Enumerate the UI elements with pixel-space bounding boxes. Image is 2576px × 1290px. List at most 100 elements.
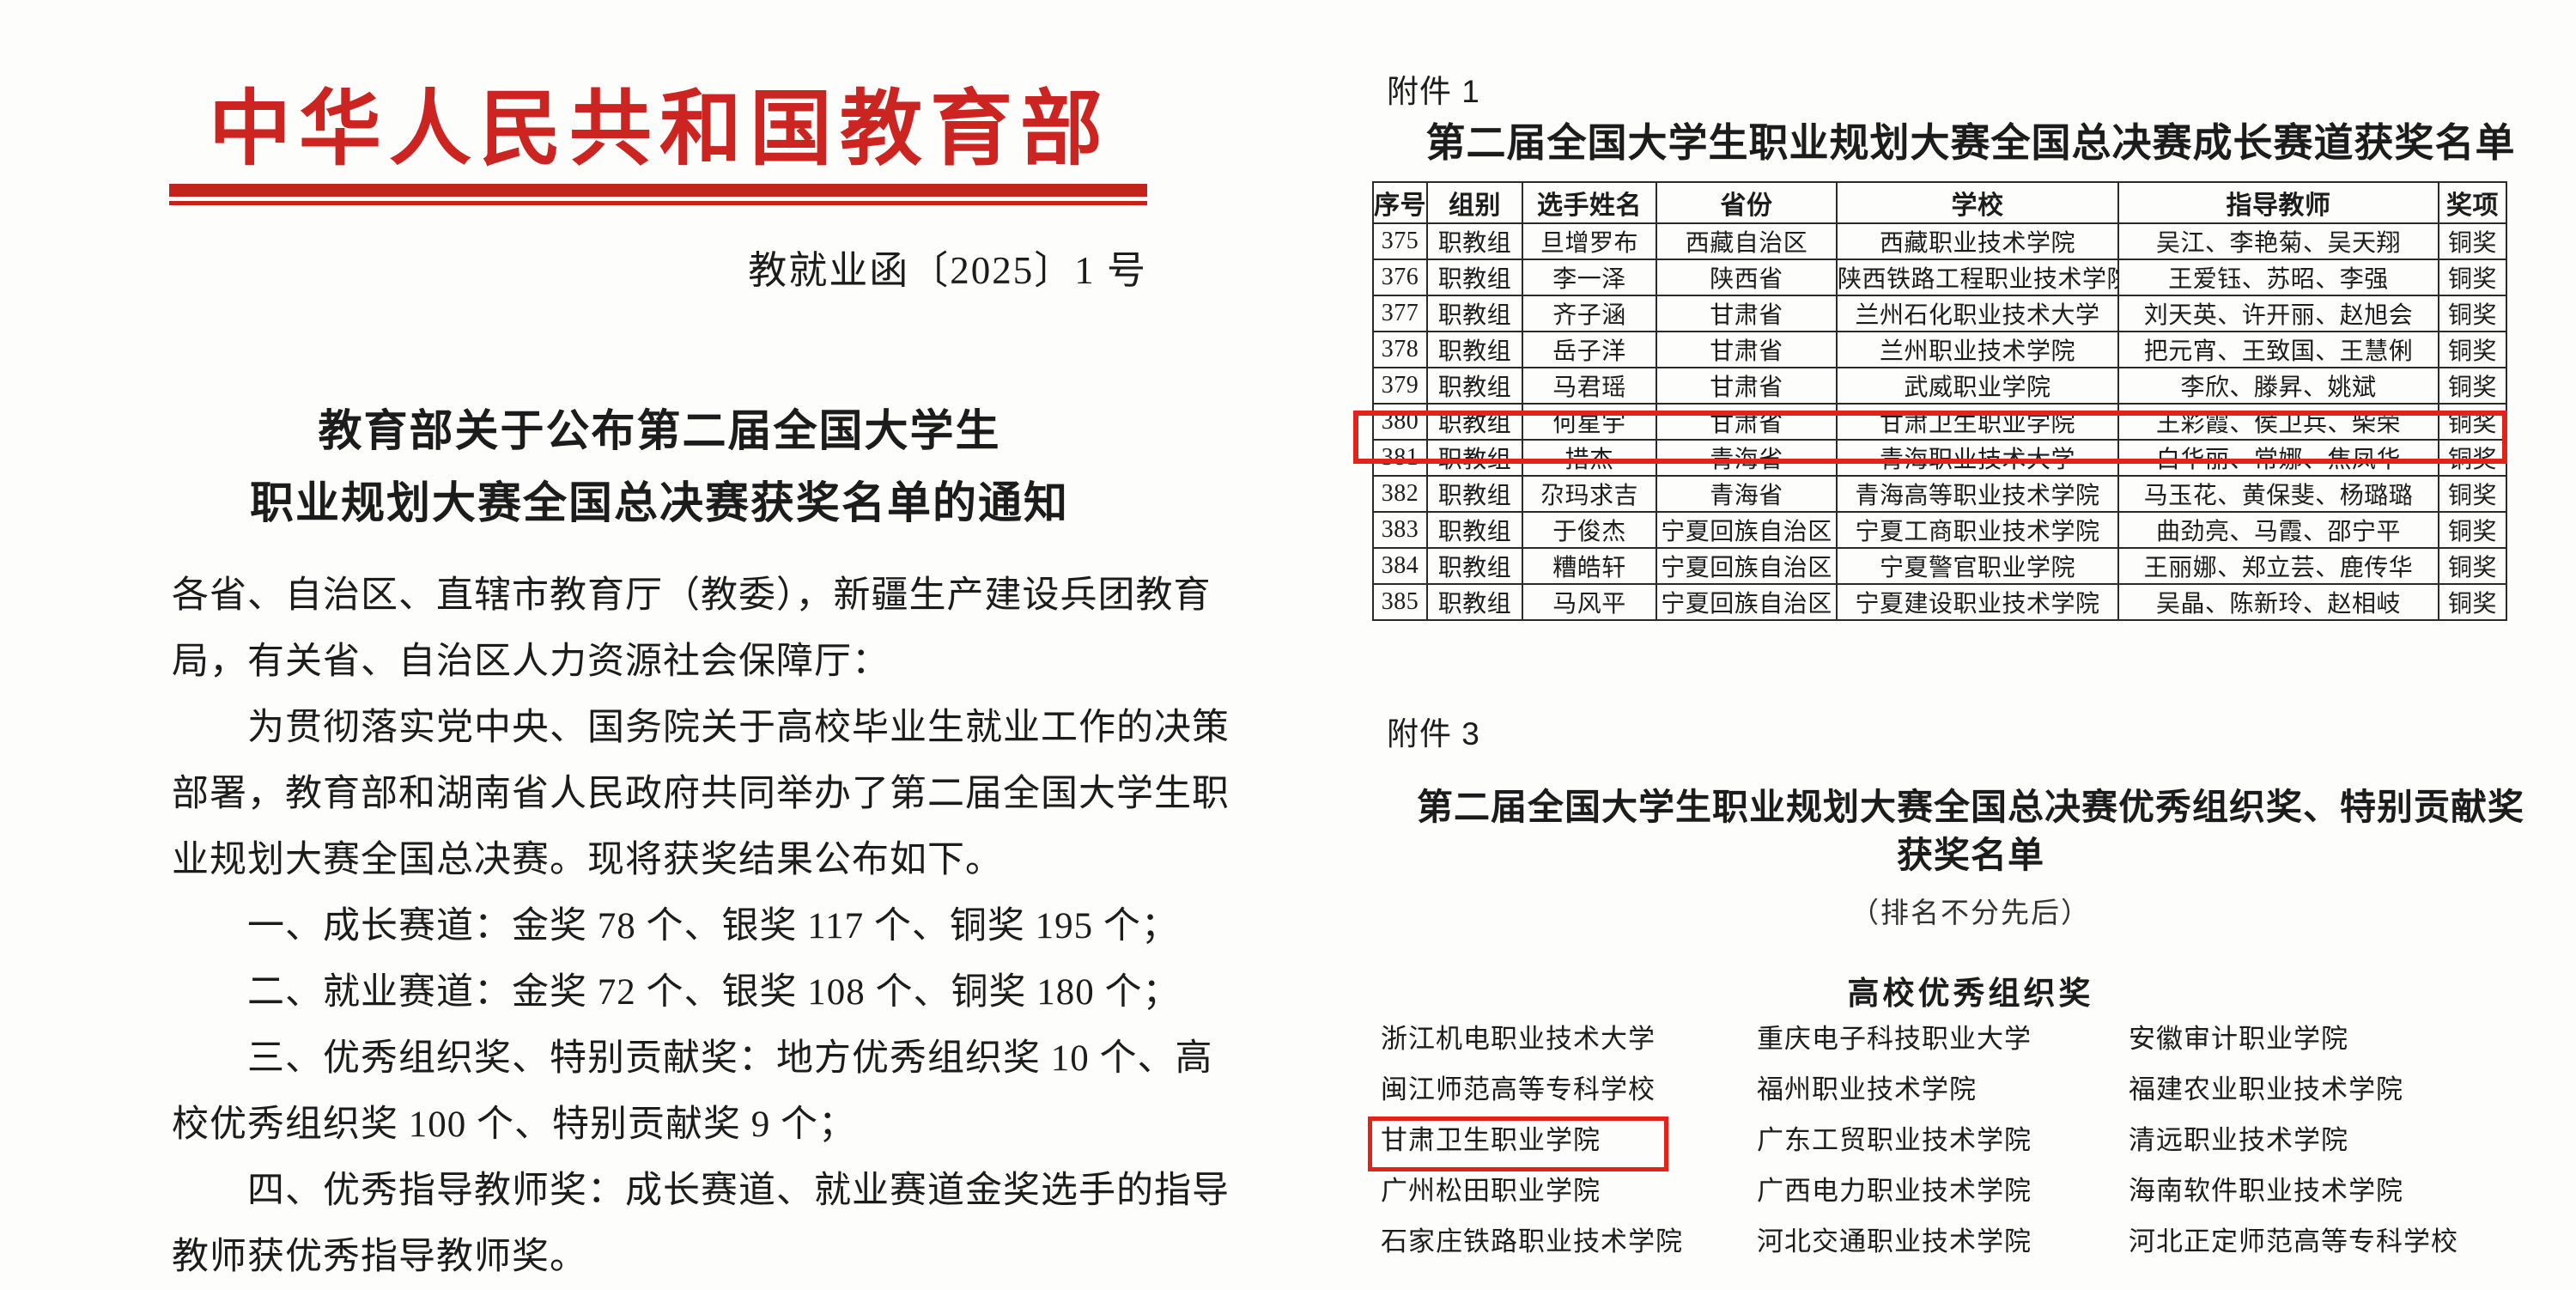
table-cell: 齐子涵 bbox=[1522, 295, 1657, 332]
table-cell: 职教组 bbox=[1426, 331, 1523, 368]
table-cell: 379 bbox=[1372, 367, 1428, 405]
column-header: 省份 bbox=[1656, 181, 1838, 224]
table-cell: 职教组 bbox=[1426, 475, 1523, 513]
table-cell: 吴晶、陈新玲、赵相岐 bbox=[2117, 583, 2439, 621]
table-cell: 甘肃省 bbox=[1656, 331, 1838, 368]
table-cell: 职教组 bbox=[1426, 583, 1523, 621]
table-cell: 377 bbox=[1372, 295, 1428, 332]
school-name: 广州松田职业学院 bbox=[1381, 1176, 1601, 1206]
table-cell: 甘肃省 bbox=[1656, 295, 1838, 332]
school-award-grid: 浙江机电职业技术大学 重庆电子科技职业大学 安徽审计职业学院 闽江师范高等专科学校 福州… bbox=[1365, 0, 2576, 1288]
table-row: 376 职教组 李一泽 陕西省 陕西铁路工程职业技术学院 王爱钰、苏昭、李强 铜奖 bbox=[1372, 259, 2507, 296]
column-header: 组别 bbox=[1426, 181, 1523, 224]
table-cell: 铜奖 bbox=[2438, 222, 2507, 260]
document-number: 教就业函〔2025〕1 号 bbox=[748, 249, 1147, 292]
table-cell: 吴江、李艳菊、吴天翔 bbox=[2117, 222, 2439, 260]
table-cell: 青海省 bbox=[1656, 439, 1838, 477]
table-cell: 384 bbox=[1372, 547, 1428, 585]
school-row: 广州松田职业学院 广西电力职业技术学院 海南软件职业技术学院 bbox=[1365, 1172, 2576, 1210]
table-cell: 李一泽 bbox=[1522, 259, 1657, 296]
table-cell: 职教组 bbox=[1426, 222, 1523, 260]
table-cell: 381 bbox=[1372, 439, 1428, 477]
table-cell: 武威职业学院 bbox=[1836, 367, 2119, 405]
school-name: 浙江机电职业技术大学 bbox=[1381, 1024, 1656, 1054]
table-cell: 铜奖 bbox=[2438, 367, 2507, 405]
table-row: 378 职教组 岳子洋 甘肃省 兰州职业技术学院 把元宵、王致国、王慧俐 铜奖 bbox=[1372, 331, 2507, 368]
body-line: 各省、自治区、直辖市教育厅（教委），新疆生产建设兵团教育 bbox=[172, 575, 1212, 616]
attachment1-label: 附件 1 bbox=[1387, 74, 1480, 109]
table-row: 380 职教组 何星宇 甘肃省 甘肃卫生职业学院 王彩霞、侯卫兵、柴荣 铜奖 bbox=[1372, 403, 2507, 441]
table-cell: 马风平 bbox=[1522, 583, 1657, 621]
table-cell: 陕西铁路工程职业技术学院 bbox=[1836, 259, 2119, 296]
table-row: 384 职教组 糟皓轩 宁夏回族自治区 宁夏警官职业学院 王丽娜、郑立芸、鹿传华 铜奖 bbox=[1372, 547, 2507, 585]
body-line: 局，有关省、自治区人力资源社会保障厅： bbox=[172, 642, 890, 682]
column-header: 序号 bbox=[1372, 181, 1428, 224]
school-row: 甘肃卫生职业学院 广东工贸职业技术学院 清远职业技术学院 bbox=[1365, 1122, 2576, 1159]
table-cell: 岳子洋 bbox=[1522, 331, 1657, 368]
school-name: 广东工贸职业技术学院 bbox=[1757, 1125, 2032, 1155]
table-cell: 宁夏建设职业技术学院 bbox=[1836, 583, 2119, 621]
table-cell: 职教组 bbox=[1426, 295, 1523, 332]
table-cell: 甘肃省 bbox=[1656, 367, 1838, 405]
table-cell: 376 bbox=[1372, 259, 1428, 296]
attachments-page: 附件 1 第二届全国大学生职业规划大赛全国总决赛成长赛道获奖名单 序号 组别 选手姓… bbox=[1353, 0, 2576, 1288]
attachment1-title: 第二届全国大学生职业规划大赛全国总决赛成长赛道获奖名单 bbox=[1425, 121, 2516, 165]
table-cell: 于俊杰 bbox=[1522, 511, 1657, 549]
table-cell: 铜奖 bbox=[2438, 259, 2507, 296]
table-cell: 马玉花、黄保斐、杨璐璐 bbox=[2117, 475, 2439, 513]
table-cell: 职教组 bbox=[1426, 511, 1523, 549]
column-header: 选手姓名 bbox=[1522, 181, 1657, 224]
attachment3-subtitle: （排名不分先后） bbox=[1850, 898, 2091, 929]
school-name: 河北正定师范高等专科学校 bbox=[2129, 1226, 2458, 1257]
school-name: 石家庄铁路职业技术学院 bbox=[1381, 1226, 1683, 1257]
agency-header-title: 中华人民共和国教育部 bbox=[209, 83, 1110, 175]
school-row: 石家庄铁路职业技术学院 河北交通职业技术学院 河北正定师范高等专科学校 bbox=[1365, 1223, 2576, 1261]
table-row: 375 职教组 旦增罗布 西藏自治区 西藏职业技术学院 吴江、李艳菊、吴天翔 铜奖 bbox=[1372, 222, 2507, 260]
attachment3-label: 附件 3 bbox=[1387, 716, 1480, 751]
table-cell: 李欣、滕昇、姚斌 bbox=[2117, 367, 2439, 405]
table-cell: 职教组 bbox=[1426, 259, 1523, 296]
table-cell: 兰州石化职业技术大学 bbox=[1836, 295, 2119, 332]
table-cell: 青海高等职业技术学院 bbox=[1836, 475, 2119, 513]
table-row: 381 职教组 措杰 青海省 青海职业技术大学 白华丽、常娜、焦凤华 铜奖 bbox=[1372, 439, 2507, 477]
table-cell: 铜奖 bbox=[2438, 403, 2507, 441]
table-cell: 宁夏回族自治区 bbox=[1656, 511, 1838, 549]
table-cell: 铜奖 bbox=[2438, 475, 2507, 513]
table-row: 385 职教组 马风平 宁夏回族自治区 宁夏建设职业技术学院 吴晶、陈新玲、赵相岐 铜奖 bbox=[1372, 583, 2507, 621]
body-line: 部署，教育部和湖南省人民政府共同举办了第二届全国大学生职 bbox=[172, 774, 1230, 814]
table-cell: 刘天英、许开丽、赵旭会 bbox=[2117, 295, 2439, 332]
attachment3-title-line1: 第二届全国大学生职业规划大赛全国总决赛优秀组织奖、特别贡献奖 bbox=[1416, 788, 2524, 828]
school-name: 河北交通职业技术学院 bbox=[1757, 1226, 2032, 1257]
body-line: 为贯彻落实党中央、国务院关于高校毕业生就业工作的决策 bbox=[172, 708, 1230, 748]
table-cell: 宁夏回族自治区 bbox=[1656, 583, 1838, 621]
body-line: 业规划大赛全国总决赛。现将获奖结果公布如下。 bbox=[172, 840, 1003, 880]
award-table-header-row: 序号 组别 选手姓名 省份 学校 指导教师 奖项 bbox=[1372, 181, 2507, 224]
table-cell: 382 bbox=[1372, 475, 1428, 513]
table-cell: 职教组 bbox=[1426, 367, 1523, 405]
attachment3-title-line2: 获奖名单 bbox=[1896, 837, 2044, 876]
table-cell: 385 bbox=[1372, 583, 1428, 621]
table-row: 382 职教组 尕玛求吉 青海省 青海高等职业技术学院 马玉花、黄保斐、杨璐璐 铜奖 bbox=[1372, 475, 2507, 513]
column-header: 指导教师 bbox=[2117, 181, 2439, 224]
table-cell: 尕玛求吉 bbox=[1522, 475, 1657, 513]
table-row: 379 职教组 马君瑶 甘肃省 武威职业学院 李欣、滕昇、姚斌 铜奖 bbox=[1372, 367, 2507, 405]
table-cell: 糟皓轩 bbox=[1522, 547, 1657, 585]
school-row: 浙江机电职业技术大学 重庆电子科技职业大学 安徽审计职业学院 bbox=[1365, 1020, 2576, 1058]
award-table-body: 375 职教组 旦增罗布 西藏自治区 西藏职业技术学院 吴江、李艳菊、吴天翔 铜奖 376 职教… bbox=[1372, 222, 2507, 621]
school-name: 甘肃卫生职业学院 bbox=[1381, 1125, 1601, 1155]
body-line: 四、优秀指导教师奖：成长赛道、就业赛道金奖选手的指导 bbox=[172, 1171, 1230, 1211]
school-name: 海南软件职业技术学院 bbox=[2129, 1176, 2403, 1206]
notice-page-content: 中华人民共和国教育部 教就业函〔2025〕1 号 教育部关于公布第二届全国大学生… bbox=[169, 0, 1230, 1288]
table-cell: 王丽娜、郑立芸、鹿传华 bbox=[2117, 547, 2439, 585]
award-table: 序号 组别 选手姓名 省份 学校 指导教师 奖项 375 职教组 旦增罗布 西藏自治区 西藏职业技术… bbox=[1372, 181, 2507, 621]
table-cell: 378 bbox=[1372, 331, 1428, 368]
body-line: 校优秀组织奖 100 个、特别贡献奖 9 个； bbox=[172, 1104, 856, 1145]
red-rule-thin bbox=[169, 201, 1147, 205]
award-table-header: 序号 组别 选手姓名 省份 学校 指导教师 奖项 bbox=[1372, 181, 2507, 224]
notice-page: 中华人民共和国教育部 教就业函〔2025〕1 号 教育部关于公布第二届全国大学生… bbox=[0, 0, 1288, 1288]
school-name: 福建农业职业技术学院 bbox=[2129, 1074, 2403, 1104]
table-row: 377 职教组 齐子涵 甘肃省 兰州石化职业技术大学 刘天英、许开丽、赵旭会 铜奖 bbox=[1372, 295, 2507, 332]
body-line: 二、就业赛道：金奖 72 个、银奖 108 个、铜奖 180 个； bbox=[172, 972, 1181, 1013]
table-cell: 宁夏警官职业学院 bbox=[1836, 547, 2119, 585]
